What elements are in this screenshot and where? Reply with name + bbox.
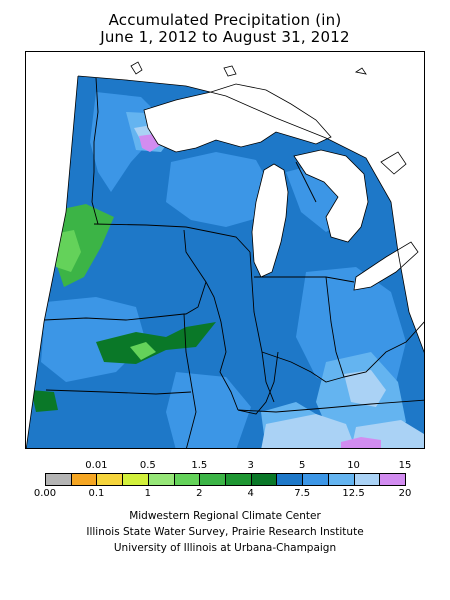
state-boundaries: [43, 77, 424, 448]
map-svg: [26, 52, 424, 448]
legend-swatch: [45, 473, 72, 486]
legend-swatch: [147, 473, 175, 486]
map-date-range: June 1, 2012 to August 31, 2012: [100, 28, 350, 46]
legend-tick-label: 7.5: [294, 488, 311, 499]
legend-tick-label: 0.00: [33, 488, 57, 499]
legend-swatch: [353, 473, 381, 486]
legend-tick-label: 0.01: [85, 460, 108, 471]
precip-zone-green: [96, 322, 216, 364]
legend-tick-label: 12.5: [342, 488, 365, 499]
lake-michigan: [252, 164, 288, 277]
legend-tick-label: 20: [398, 488, 412, 499]
outside-region: [26, 52, 424, 448]
legend-swatch: [225, 473, 252, 486]
precip-zone-green: [31, 390, 58, 412]
legend-tick-label: 2: [196, 488, 203, 499]
legend-tick-label: 0.5: [139, 460, 156, 471]
lake-huron: [294, 150, 368, 242]
legend-swatch: [173, 473, 201, 486]
precip-zone-green: [130, 342, 156, 360]
precip-zone-light: [166, 152, 271, 227]
precipitation-map: [25, 51, 425, 449]
precip-zone-light: [166, 372, 251, 448]
credit-line-3: University of Illinois at Urbana-Champai…: [113, 542, 337, 554]
map-title: Accumulated Precipitation (in): [108, 11, 342, 29]
precip-zone-very-pale: [261, 414, 356, 448]
legend-swatch: [327, 473, 355, 486]
legend-swatch: [276, 473, 304, 486]
credit-line-1: Midwestern Regional Climate Center: [129, 510, 321, 522]
legend-swatch: [96, 473, 124, 486]
legend-tick-label: 4: [247, 488, 254, 499]
legend-swatch: [70, 473, 98, 486]
legend-tick-label: 1.5: [191, 460, 208, 471]
precip-max-zone: [341, 437, 381, 448]
legend-swatch: [122, 473, 149, 486]
lake-outlines: [26, 75, 424, 448]
legend-tick-label: 0.1: [88, 488, 105, 499]
precip-zone-very-pale: [344, 370, 386, 407]
coast-detail: [130, 61, 407, 175]
legend-tick-label: 3: [247, 460, 254, 471]
legend-swatch: [302, 473, 329, 486]
legend-swatch: [250, 473, 278, 486]
credit-line-2: Illinois State Water Survey, Prairie Res…: [86, 526, 364, 538]
legend-swatch: [199, 473, 226, 486]
legend-swatch: [379, 473, 406, 486]
precip-zone-green: [54, 230, 81, 272]
legend-tick-label: 10: [347, 460, 360, 471]
legend-tick-label: 15: [398, 460, 412, 471]
legend-tick-label: 1: [144, 488, 152, 499]
legend-tick-label: 5: [298, 460, 306, 471]
